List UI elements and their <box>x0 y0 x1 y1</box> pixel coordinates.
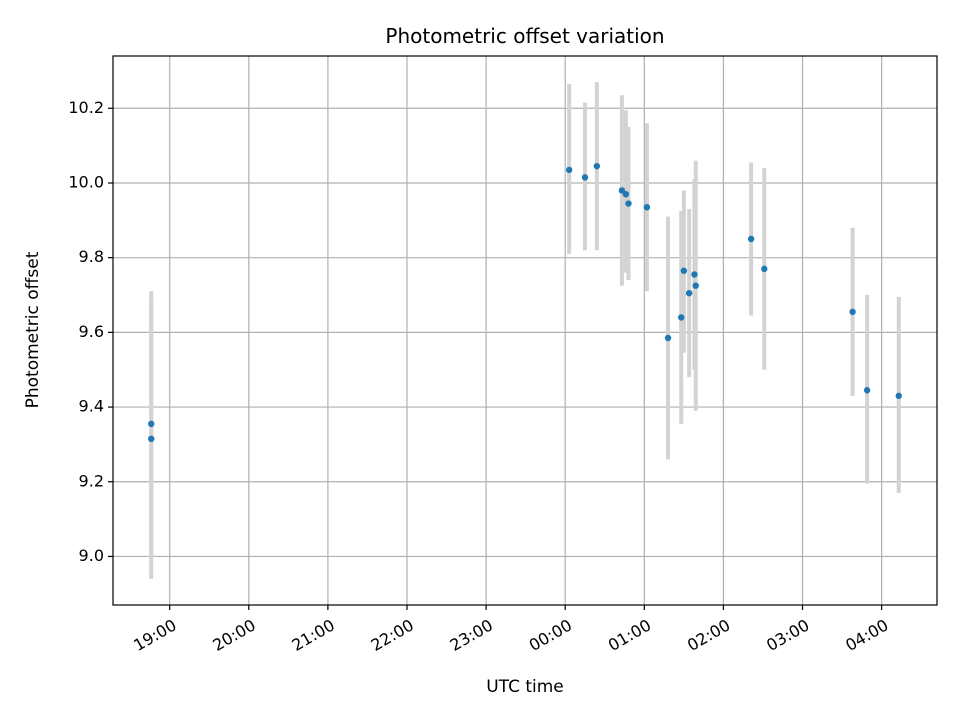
data-point <box>643 204 651 211</box>
x-tick-label: 19:00 <box>130 615 179 655</box>
y-tick-label: 9.4 <box>79 397 104 416</box>
data-point <box>581 174 589 181</box>
data-point <box>863 387 871 394</box>
y-axis-title: Photometric offset <box>23 251 43 408</box>
x-tick-label: 22:00 <box>368 615 417 655</box>
data-point <box>593 162 601 170</box>
y-tick-label: 9.6 <box>79 322 104 341</box>
y-tick-label: 10.2 <box>68 98 104 117</box>
x-tick-label: 23:00 <box>447 615 496 655</box>
y-tick-label: 9.8 <box>79 247 104 266</box>
data-point <box>849 308 856 316</box>
data-points <box>148 162 902 443</box>
data-point <box>565 166 573 174</box>
chart-title: Photometric offset variation <box>385 24 664 48</box>
data-point <box>747 235 755 243</box>
x-tick-label: 00:00 <box>526 615 575 655</box>
data-point <box>895 392 902 400</box>
data-point <box>680 267 688 274</box>
data-point <box>685 289 693 297</box>
x-tick-label: 01:00 <box>605 615 654 655</box>
data-point <box>148 435 155 443</box>
error-bars <box>149 82 901 579</box>
data-point <box>622 190 630 198</box>
x-axis-title: UTC time <box>486 677 564 697</box>
grid <box>113 56 937 605</box>
data-point <box>678 314 685 321</box>
y-tick-label: 10.0 <box>68 172 104 191</box>
data-point <box>691 271 698 278</box>
data-point <box>625 200 632 207</box>
data-point <box>692 282 699 289</box>
x-tick-label: 04:00 <box>842 615 891 655</box>
x-axis: 19:00 20:00 21:00 22:00 23:00 00:00 01:00 02:00… <box>130 605 892 655</box>
x-tick-label: 02:00 <box>684 615 733 655</box>
x-tick-label: 21:00 <box>288 615 337 655</box>
data-point <box>761 265 768 273</box>
data-point <box>664 334 672 342</box>
x-tick-label: 20:00 <box>209 615 258 655</box>
data-point <box>148 420 155 428</box>
y-tick-label: 9.0 <box>79 546 104 565</box>
plot-frame <box>112 55 938 606</box>
y-tick-label: 9.2 <box>79 471 104 490</box>
y-axis: 9.0 9.2 9.4 9.6 9.8 10.0 10.2 <box>68 98 113 565</box>
x-tick-label: 03:00 <box>763 615 812 655</box>
